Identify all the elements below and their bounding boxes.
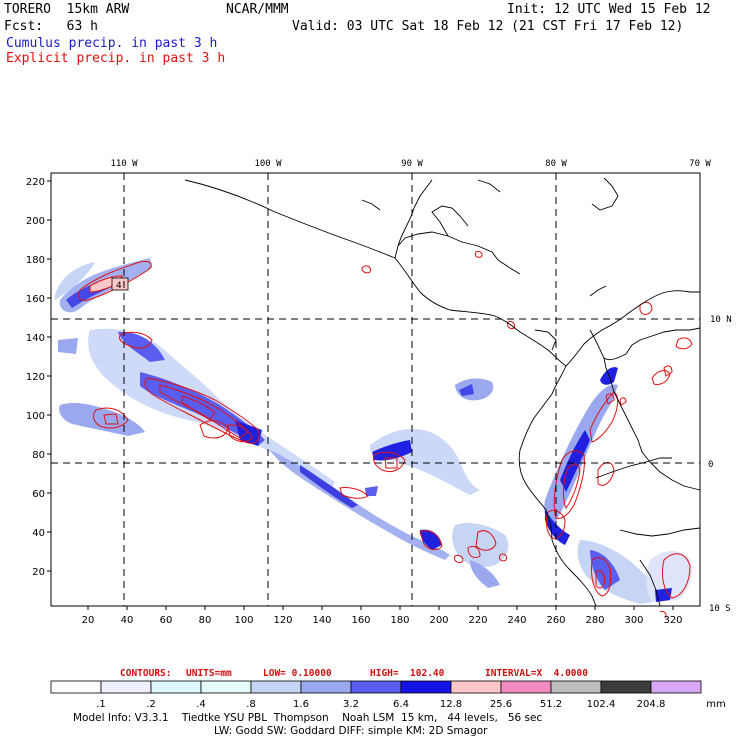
x-tick-label: 20 <box>82 615 95 626</box>
colorbar-swatch <box>50 680 102 694</box>
contour-units: UNITS=mm <box>186 668 232 679</box>
colorbar-unit: mm <box>706 699 726 710</box>
x-tick-label: 280 <box>585 615 604 626</box>
init-time: Init: 12 UTC Wed 15 Feb 12 <box>507 2 711 17</box>
colorbar-swatch <box>500 680 552 694</box>
colorbar-level: 204.8 <box>636 699 666 710</box>
colorbar-swatch <box>150 680 202 694</box>
contour-low: LOW= 0.10000 <box>263 668 332 679</box>
valid-time: Valid: 03 UTC Sat 18 Feb 12 (21 CST Fri … <box>292 19 684 34</box>
lon-label: 70 W <box>689 159 711 169</box>
x-tick-label: 60 <box>160 615 173 626</box>
lat-lon-grid <box>51 173 700 606</box>
colorbar-level: .2 <box>146 699 156 710</box>
lon-label: 110 W <box>110 159 138 169</box>
y-tick-label: 220 <box>26 177 45 188</box>
colorbar-swatch <box>200 680 252 694</box>
colorbar-level: .8 <box>246 699 256 710</box>
x-tick-label: 40 <box>121 615 134 626</box>
colorbar-level: 6.4 <box>393 699 409 710</box>
y-tick-label: 100 <box>26 411 45 422</box>
contour-interval: INTERVAL=X 4.0000 <box>485 668 588 679</box>
y-tick-label: 20 <box>32 567 45 578</box>
colorbar-level: 25.6 <box>489 699 513 710</box>
explicit-precip-contours <box>77 251 693 619</box>
lon-label: 90 W <box>401 159 423 169</box>
explicit-legend: Explicit precip. in past 3 h <box>6 51 226 66</box>
colorbar-swatch <box>100 680 152 694</box>
y-tick-label: 80 <box>32 450 45 461</box>
axis-ticks <box>47 180 674 610</box>
model-info: Model Info: V3.3.1 Tiedtke YSU PBL Thomp… <box>73 712 543 724</box>
x-tick-label: 160 <box>351 615 370 626</box>
colorbar-swatch <box>300 680 352 694</box>
colorbar-swatch <box>600 680 652 694</box>
coastlines <box>184 177 701 607</box>
cumulus-legend: Cumulus precip. in past 3 h <box>6 36 218 51</box>
forecast-hour: Fcst: 63 h <box>4 19 98 34</box>
lat-label: 0 <box>708 460 713 470</box>
colorbar-swatch <box>550 680 602 694</box>
y-tick-label: 120 <box>26 372 45 383</box>
x-tick-label: 100 <box>234 615 253 626</box>
x-tick-label: 140 <box>312 615 331 626</box>
x-tick-label: 260 <box>546 615 565 626</box>
colorbar-swatch <box>250 680 302 694</box>
contour-label: CONTOURS: <box>120 668 172 679</box>
model-title: TORERO 15km ARW <box>4 2 130 17</box>
colorbar-swatch <box>650 680 702 694</box>
y-tick-label: 200 <box>26 216 45 227</box>
y-tick-label: 160 <box>26 294 45 305</box>
physics-info: LW: Godd SW: Goddard DIFF: simple KM: 2D… <box>214 725 488 737</box>
colorbar-swatch <box>450 680 502 694</box>
lon-label: 80 W <box>545 159 567 169</box>
y-tick-label: 140 <box>26 333 45 344</box>
colorbar-level: 12.8 <box>439 699 463 710</box>
x-tick-label: 180 <box>390 615 409 626</box>
colorbar-level: .1 <box>96 699 106 710</box>
colorbar-level: 3.2 <box>343 699 359 710</box>
x-tick-label: 120 <box>273 615 292 626</box>
lon-label: 100 W <box>254 159 282 169</box>
y-tick-label: 60 <box>32 489 45 500</box>
center-label: NCAR/MMM <box>226 2 289 17</box>
colorbar-level: 51.2 <box>539 699 563 710</box>
colorbar <box>50 680 702 694</box>
colorbar-level: 102.4 <box>586 699 616 710</box>
contour-high: HIGH= 102.40 <box>370 668 445 679</box>
colorbar-level: .4 <box>196 699 206 710</box>
colorbar-level: 1.6 <box>293 699 309 710</box>
y-tick-label: 40 <box>32 528 45 539</box>
max-box-label: 4 <box>116 281 122 291</box>
lat-label: 10 N <box>710 315 732 325</box>
x-tick-label: 300 <box>624 615 643 626</box>
x-tick-label: 220 <box>468 615 487 626</box>
y-tick-label: 180 <box>26 255 45 266</box>
colorbar-swatch <box>400 680 452 694</box>
x-tick-label: 240 <box>507 615 526 626</box>
x-tick-label: 80 <box>199 615 212 626</box>
colorbar-swatch <box>350 680 402 694</box>
x-tick-label: 200 <box>429 615 448 626</box>
lat-label: 10 S <box>709 604 731 614</box>
cumulus-precip-field <box>55 258 692 604</box>
x-tick-label: 320 <box>663 615 682 626</box>
